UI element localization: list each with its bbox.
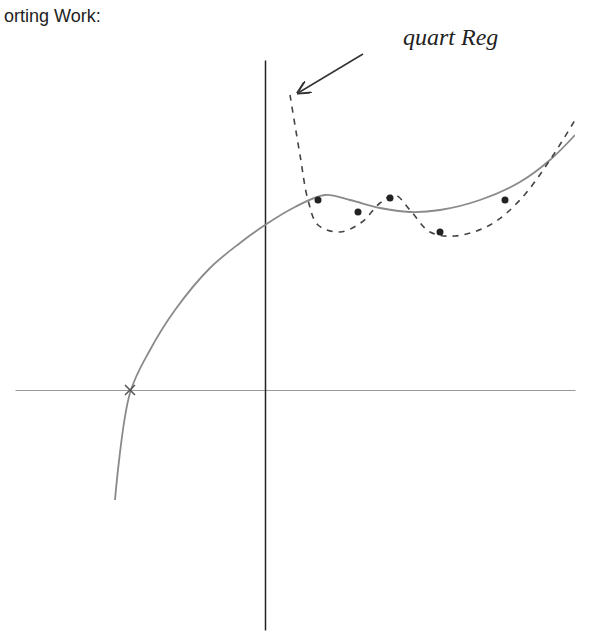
annotation: quart Reg [403,24,498,50]
title: orting Work: [4,6,101,26]
y-axis-line [265,61,267,631]
point [387,195,394,202]
y-axis [265,61,266,631]
dashed-curve [290,95,575,236]
x-marker [125,385,135,395]
solid-curve [115,135,575,500]
plot-area [115,95,575,500]
annotation-arrow [298,54,363,93]
x-axis [16,390,576,391]
point [502,197,509,204]
point [437,229,444,236]
x-axis-line [16,390,576,391]
point [355,209,362,216]
chart: orting Work: quart Reg [0,0,605,635]
point [315,197,322,204]
